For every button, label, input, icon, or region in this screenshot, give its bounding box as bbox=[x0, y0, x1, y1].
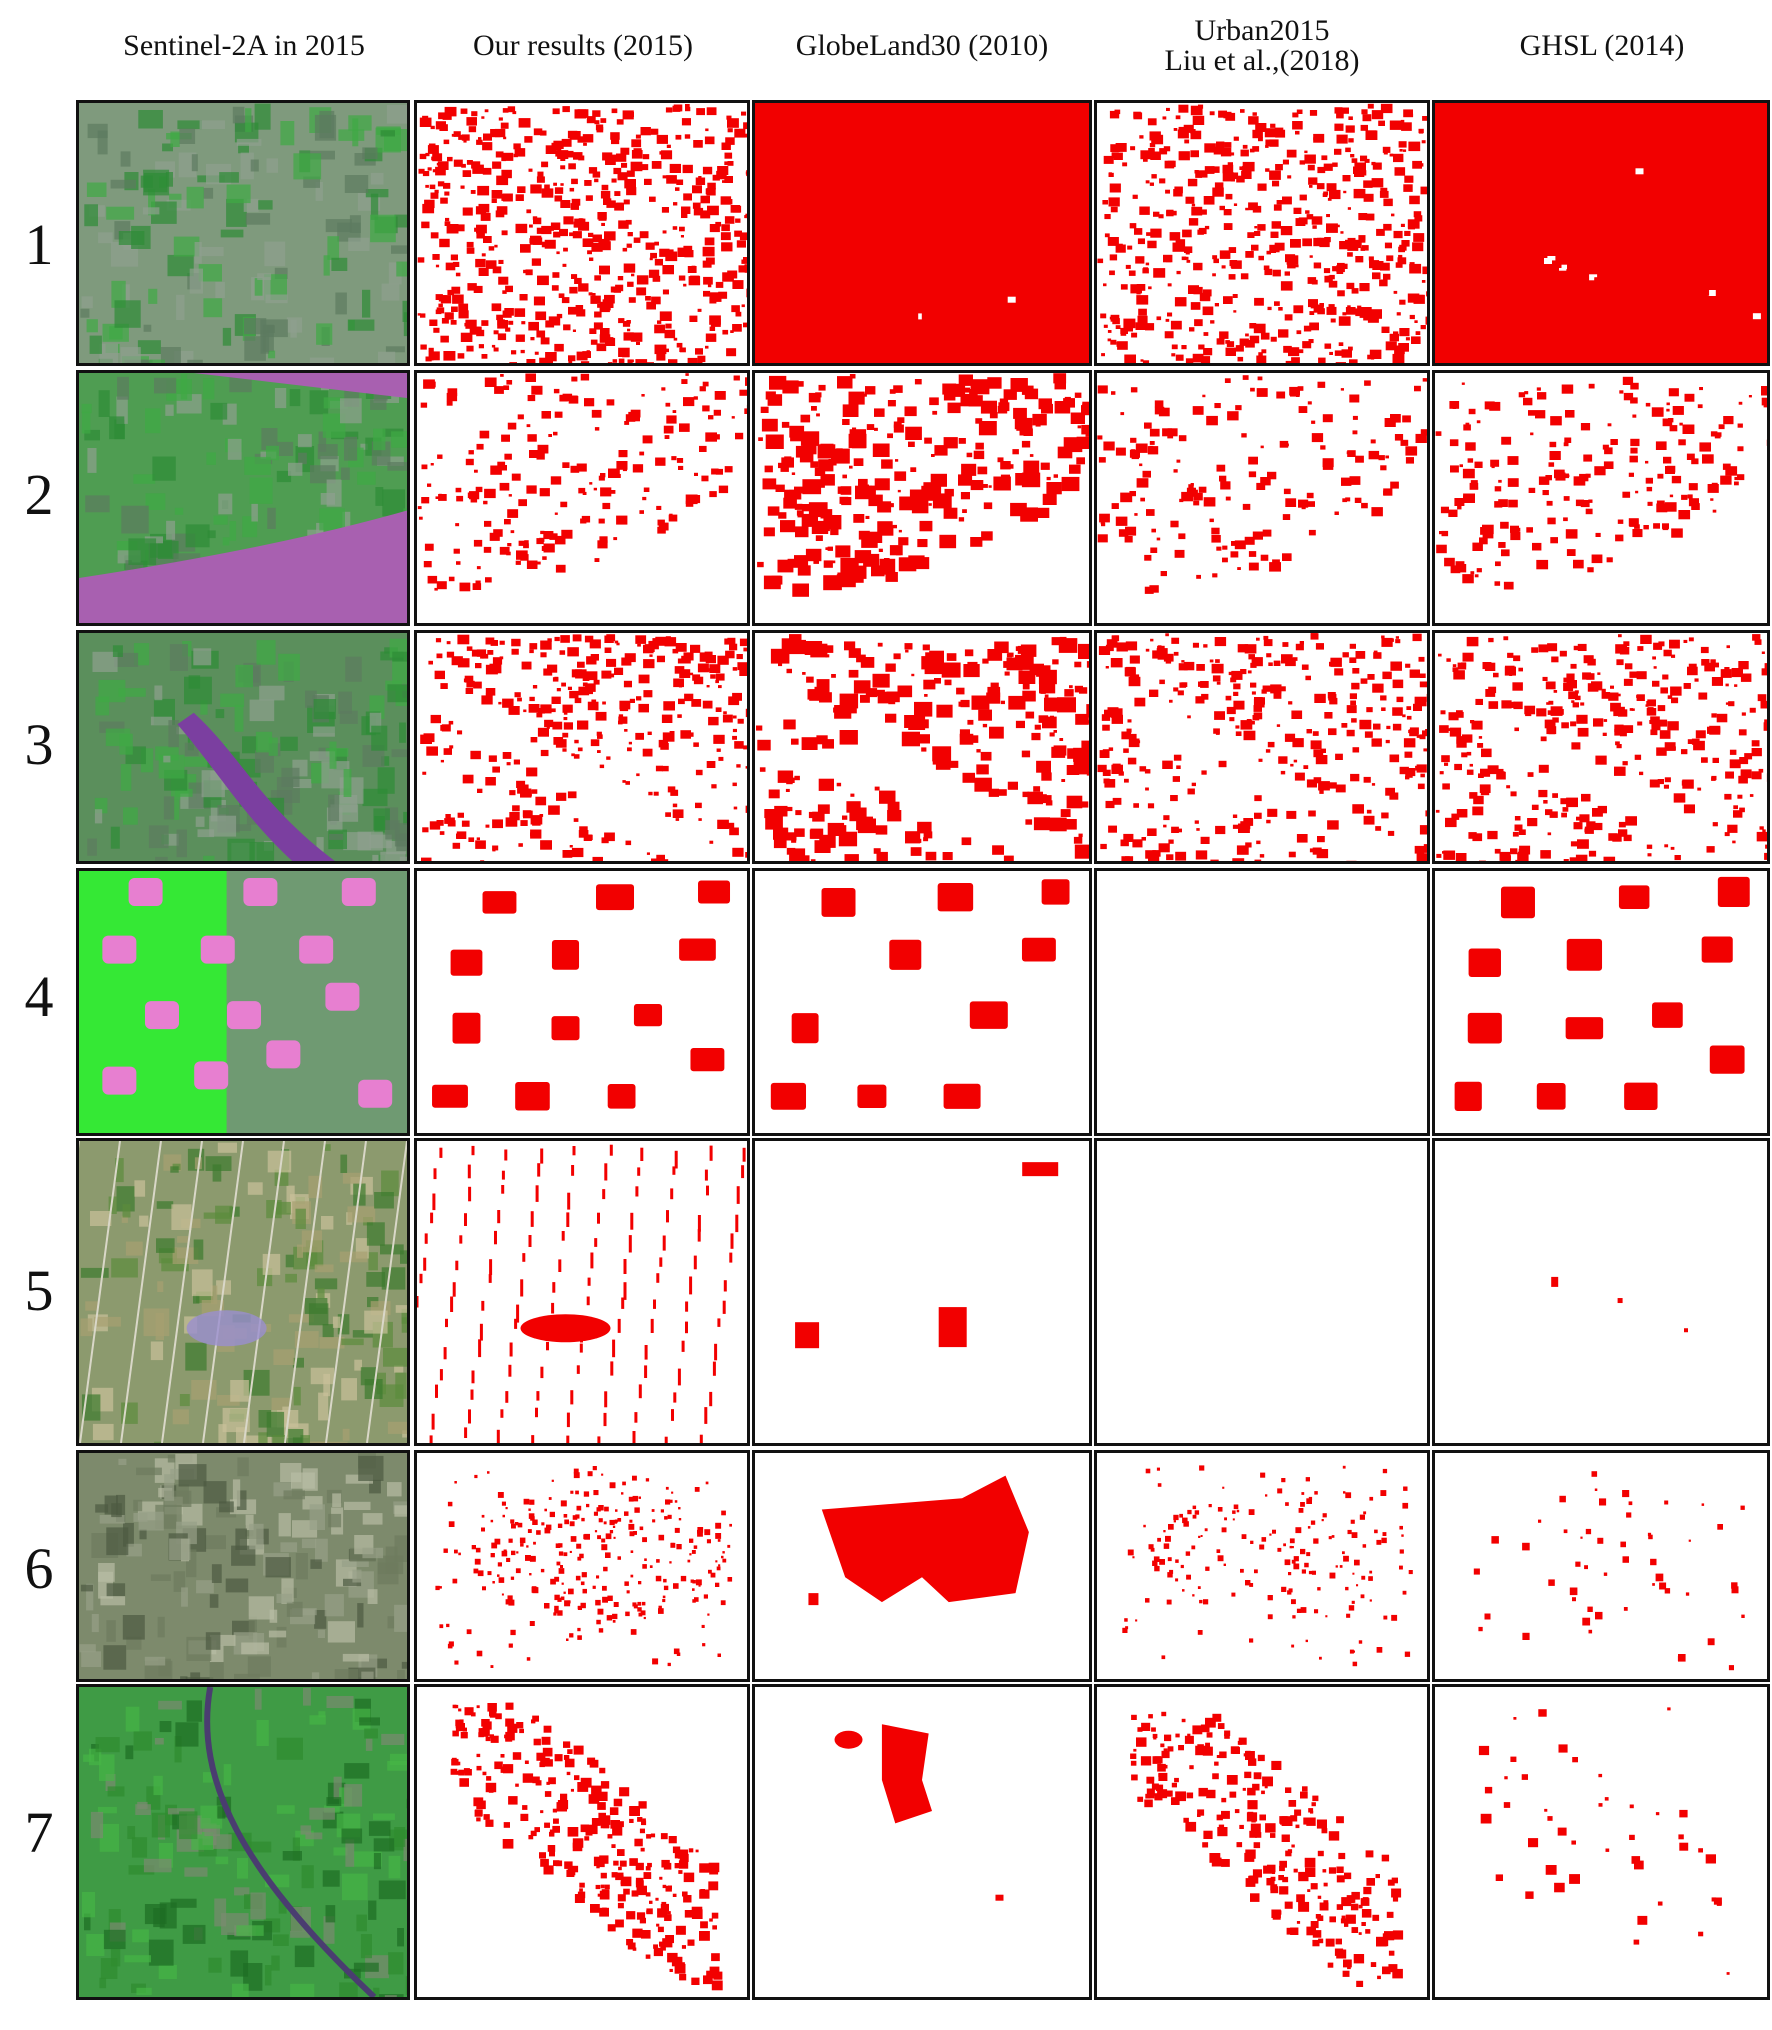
panel-row3-sentinel bbox=[76, 630, 410, 864]
row-label-4: 4 bbox=[24, 964, 54, 1029]
panel-row5-ghsl bbox=[1432, 1138, 1770, 1446]
panel-image bbox=[755, 1141, 1089, 1443]
panel-row4-ghsl bbox=[1432, 868, 1770, 1136]
panel-image bbox=[79, 871, 407, 1133]
row-label-5: 5 bbox=[24, 1258, 54, 1323]
panel-row2-sentinel bbox=[76, 370, 410, 626]
panel-image bbox=[1097, 633, 1427, 861]
panel-image bbox=[1435, 871, 1767, 1133]
header-urban2015: Urban2015 Liu et al.,(2018) bbox=[1094, 0, 1430, 92]
panel-row1-ghsl bbox=[1432, 100, 1770, 366]
panel-row4-ours bbox=[414, 868, 750, 1136]
panel-image bbox=[79, 1687, 407, 1997]
panel-image bbox=[417, 1453, 747, 1679]
panel-row1-sentinel bbox=[76, 100, 410, 366]
panel-image bbox=[79, 1141, 407, 1443]
panel-image bbox=[755, 871, 1089, 1133]
panel-row7-urban2015 bbox=[1094, 1684, 1430, 2000]
panel-row5-ours bbox=[414, 1138, 750, 1446]
panel-image bbox=[1097, 103, 1427, 363]
header-globeland30-text: GlobeLand30 (2010) bbox=[795, 29, 1049, 62]
panel-image bbox=[1435, 1687, 1767, 1997]
panel-image bbox=[1097, 871, 1427, 1133]
row-label-3: 3 bbox=[24, 712, 54, 777]
row-label-6: 6 bbox=[24, 1536, 54, 1601]
panel-row4-sentinel bbox=[76, 868, 410, 1136]
panel-image bbox=[1435, 633, 1767, 861]
panel-row5-globeland30 bbox=[752, 1138, 1092, 1446]
header-urban2015-line2: Liu et al.,(2018) bbox=[1164, 44, 1360, 77]
panel-image bbox=[79, 633, 407, 861]
panel-image bbox=[79, 373, 407, 623]
panel-row2-urban2015 bbox=[1094, 370, 1430, 626]
panel-image bbox=[1435, 1453, 1767, 1679]
header-our-results: Our results (2015) bbox=[416, 0, 750, 92]
panel-row2-ours bbox=[414, 370, 750, 626]
header-our-results-text: Our results (2015) bbox=[473, 29, 693, 62]
panel-row6-ours bbox=[414, 1450, 750, 1682]
panel-row4-urban2015 bbox=[1094, 868, 1430, 1136]
panel-row7-ghsl bbox=[1432, 1684, 1770, 2000]
row-label-7: 7 bbox=[24, 1800, 54, 1865]
row-label-1: 1 bbox=[24, 212, 54, 277]
panel-image bbox=[755, 1453, 1089, 1679]
panel-row7-globeland30 bbox=[752, 1684, 1092, 2000]
panel-image bbox=[1435, 1141, 1767, 1443]
panel-row6-globeland30 bbox=[752, 1450, 1092, 1682]
row-label-2: 2 bbox=[24, 462, 54, 527]
header-ghsl: GHSL (2014) bbox=[1432, 0, 1772, 92]
panel-row3-globeland30 bbox=[752, 630, 1092, 864]
panel-row3-urban2015 bbox=[1094, 630, 1430, 864]
panel-row3-ours bbox=[414, 630, 750, 864]
panel-image bbox=[755, 633, 1089, 861]
panel-row1-urban2015 bbox=[1094, 100, 1430, 366]
panel-row2-globeland30 bbox=[752, 370, 1092, 626]
panel-image bbox=[417, 1141, 747, 1443]
panel-image bbox=[1435, 103, 1767, 363]
header-ghsl-text: GHSL (2014) bbox=[1519, 29, 1685, 62]
panel-image bbox=[755, 103, 1089, 363]
header-sentinel: Sentinel-2A in 2015 bbox=[78, 0, 410, 92]
panel-row7-ours bbox=[414, 1684, 750, 2000]
panel-row7-sentinel bbox=[76, 1684, 410, 2000]
panel-row6-urban2015 bbox=[1094, 1450, 1430, 1682]
panel-row6-sentinel bbox=[76, 1450, 410, 1682]
panel-image bbox=[417, 871, 747, 1133]
panel-row5-sentinel bbox=[76, 1138, 410, 1446]
panel-row4-globeland30 bbox=[752, 868, 1092, 1136]
panel-row3-ghsl bbox=[1432, 630, 1770, 864]
panel-row5-urban2015 bbox=[1094, 1138, 1430, 1446]
panel-image bbox=[417, 103, 747, 363]
panel-image bbox=[755, 1687, 1089, 1997]
panel-row1-ours bbox=[414, 100, 750, 366]
header-sentinel-text: Sentinel-2A in 2015 bbox=[123, 29, 365, 62]
panel-image bbox=[1097, 1141, 1427, 1443]
header-urban2015-line1: Urban2015 bbox=[1194, 14, 1330, 47]
panel-row2-ghsl bbox=[1432, 370, 1770, 626]
panel-image bbox=[417, 633, 747, 861]
panel-row1-globeland30 bbox=[752, 100, 1092, 366]
panel-image bbox=[1097, 1687, 1427, 1997]
panel-image bbox=[79, 103, 407, 363]
panel-image bbox=[417, 1687, 747, 1997]
panel-row6-ghsl bbox=[1432, 1450, 1770, 1682]
panel-image bbox=[1097, 373, 1427, 623]
panel-image bbox=[417, 373, 747, 623]
panel-image bbox=[1097, 1453, 1427, 1679]
panel-image bbox=[79, 1453, 407, 1679]
panel-image bbox=[755, 373, 1089, 623]
header-globeland30: GlobeLand30 (2010) bbox=[752, 0, 1092, 92]
panel-image bbox=[1435, 373, 1767, 623]
